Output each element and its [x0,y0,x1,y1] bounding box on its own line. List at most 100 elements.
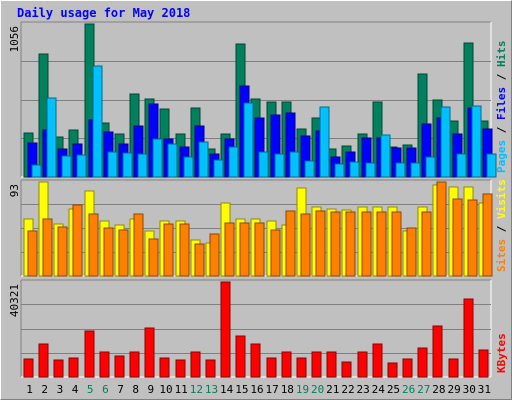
bar-sites-day-20 [315,210,326,277]
x-tick-day-17: 17 [266,383,279,396]
bar-sites-day-11 [179,223,190,277]
x-tick-day-20: 20 [311,383,324,396]
bar-kbytes-day-6 [99,351,110,378]
bar-kbytes-day-22 [341,361,352,378]
x-tick-day-4: 4 [72,383,79,396]
bar-pages-day-25 [395,162,406,178]
panel-2-legend: KBytes [495,333,508,373]
bar-pages-day-23 [365,162,376,178]
bar-kbytes-day-17 [266,357,277,378]
bar-kbytes-day-30 [463,298,474,378]
bar-sites-day-2 [42,218,53,277]
x-tick-day-22: 22 [341,383,354,396]
x-tick-day-29: 29 [447,383,460,396]
bar-sites-day-28 [436,181,447,277]
x-tick-day-18: 18 [281,383,294,396]
bar-kbytes-day-24 [372,343,383,378]
bar-kbytes-day-21 [326,351,337,378]
bar-pages-day-24 [380,134,391,178]
bar-pages-day-12 [198,141,209,178]
bar-kbytes-day-9 [144,327,155,378]
bar-sites-day-7 [118,229,129,277]
bar-pages-day-10 [167,143,178,178]
x-tick-day-23: 23 [357,383,370,396]
panel-1-legend: Sites / Visits [495,179,508,272]
bar-sites-day-18 [285,210,296,277]
bar-pages-day-1 [31,164,42,178]
panel-0-legend-item-1: / [495,120,508,140]
bar-kbytes-day-5 [84,330,95,378]
bar-sites-day-14 [224,222,235,277]
bar-kbytes-day-3 [53,359,64,378]
bar-sites-day-24 [376,211,387,277]
bar-kbytes-day-11 [175,359,186,378]
bar-sites-day-9 [148,238,159,277]
bar-kbytes-day-29 [448,358,459,378]
bar-kbytes-day-28 [432,325,443,378]
x-tick-day-27: 27 [417,383,430,396]
bar-sites-day-21 [330,211,341,277]
bar-pages-day-3 [61,155,72,178]
x-tick-day-9: 9 [148,383,155,396]
x-tick-day-1: 1 [26,383,33,396]
x-tick-day-25: 25 [387,383,400,396]
panel-1-legend-item-0: Sites [495,239,508,272]
x-tick-day-15: 15 [235,383,248,396]
bar-sites-day-22 [345,211,356,277]
bar-pages-day-13 [213,159,224,178]
bar-sites-day-5 [88,213,99,277]
panel-0-legend: Pages / Files / Hits [495,41,508,174]
x-tick-day-24: 24 [372,383,386,396]
bar-pages-day-19 [304,160,315,178]
bar-pages-day-8 [137,153,148,178]
bar-kbytes-day-15 [235,335,246,378]
bar-sites-day-13 [209,233,220,277]
bar-sites-day-29 [452,198,463,277]
bar-pages-day-30 [471,105,482,178]
panel-0-y-max-label: 1056 [8,26,21,53]
x-tick-day-26: 26 [402,383,415,396]
x-tick-day-6: 6 [102,383,109,396]
bar-pages-day-7 [122,152,133,178]
x-tick-day-14: 14 [220,383,234,396]
bar-pages-day-14 [228,146,239,178]
bar-sites-day-23 [361,211,372,277]
x-tick-day-8: 8 [132,383,139,396]
bar-sites-day-17 [270,229,281,277]
bar-kbytes-day-23 [357,351,368,378]
bar-pages-day-31 [486,153,497,178]
bar-sites-day-12 [194,243,205,277]
bar-pages-day-4 [76,154,87,178]
bar-sites-day-30 [467,199,478,277]
bar-sites-day-6 [103,227,114,277]
bar-sites-day-3 [57,226,68,277]
panel-0-legend-item-0: Pages [495,140,508,173]
x-tick-day-10: 10 [159,383,172,396]
bar-kbytes-day-14 [220,281,231,378]
chart-title: Daily usage for May 2018 [17,6,191,20]
panel-1-legend-item-2: Visits [495,179,508,219]
bar-sites-day-1 [27,230,38,277]
panel-0-legend-item-3: / [495,67,508,87]
panel-1-legend-item-1: / [495,219,508,239]
panel-2-y-max-label: 40321 [8,284,21,317]
bar-kbytes-day-8 [129,351,140,378]
bar-kbytes-day-26 [402,358,413,378]
x-tick-day-21: 21 [326,383,339,396]
bar-pages-day-11 [183,156,194,178]
bar-sites-day-16 [254,222,265,277]
bar-sites-day-27 [421,211,432,277]
bar-sites-day-25 [391,211,402,277]
bar-kbytes-day-1 [23,358,34,378]
x-tick-day-11: 11 [175,383,188,396]
bar-sites-day-8 [133,213,144,277]
bar-pages-day-20 [319,106,330,178]
bar-kbytes-day-13 [205,359,216,378]
bar-pages-day-6 [107,151,118,178]
bar-kbytes-day-31 [478,349,489,378]
bar-sites-day-4 [72,204,83,277]
bar-pages-day-26 [410,162,421,178]
panel-2-legend-item-0: KBytes [495,333,508,373]
x-tick-day-28: 28 [432,383,445,396]
